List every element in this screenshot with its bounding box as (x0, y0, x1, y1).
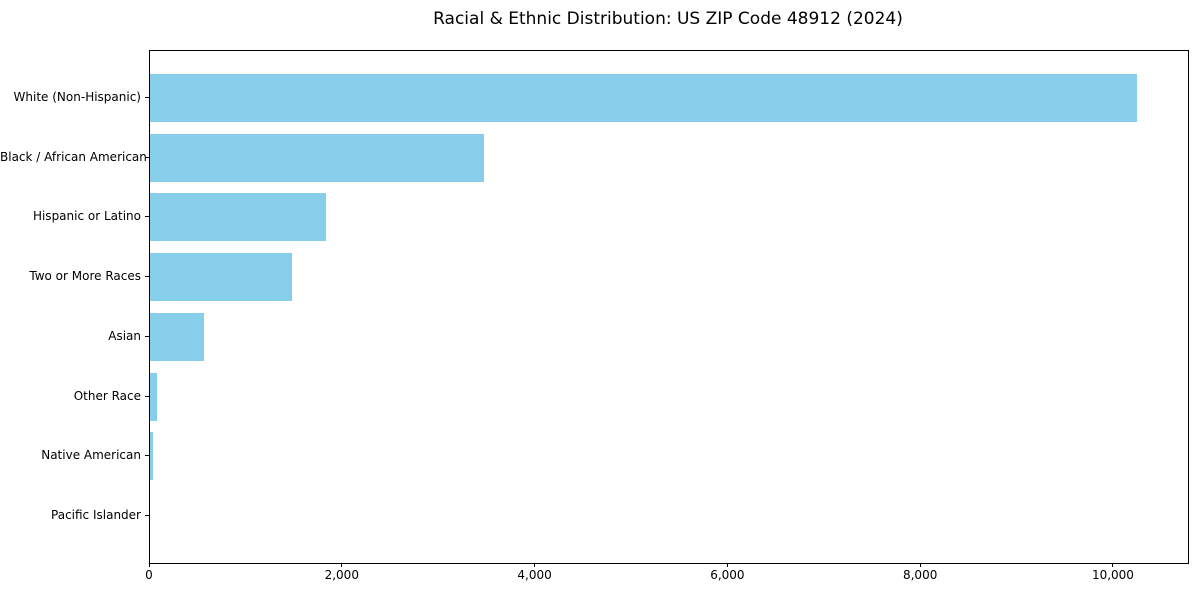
x-tick-label-2000: 2,000 (324, 568, 359, 582)
y-tick-mark (145, 156, 149, 158)
y-tick-label-white-non-hispanic: White (Non-Hispanic) (13, 90, 141, 104)
x-tick-label-0: 0 (145, 568, 153, 582)
y-tick-mark (145, 335, 149, 337)
bar-hispanic-or-latino (150, 193, 326, 242)
bar-two-or-more-races (150, 253, 292, 302)
bar-other-race (150, 372, 158, 421)
y-tick-label-hispanic-or-latino: Hispanic or Latino (32, 209, 141, 224)
bar-white-non-hispanic (150, 74, 1138, 122)
bar-native-american (150, 432, 153, 481)
y-tick-mark (145, 216, 149, 218)
y-tick-label-asian: Asian (108, 328, 141, 343)
y-tick-label-two-or-more-races: Two or More Races (29, 269, 141, 284)
x-tick-mark (726, 563, 728, 567)
x-tick-label-10000: 10,000 (1091, 568, 1134, 582)
chart-title: Racial & Ethnic Distribution: US ZIP Cod… (433, 9, 903, 29)
bar-asian (150, 312, 204, 361)
x-tick-mark (534, 563, 536, 567)
plot-area (149, 50, 1189, 564)
y-tick-mark (145, 455, 149, 457)
x-tick-label-8000: 8,000 (902, 568, 938, 582)
x-tick-mark (1112, 563, 1114, 567)
y-tick-mark (145, 514, 149, 516)
y-tick-label-native-american: Native American (41, 448, 141, 463)
y-tick-mark (145, 276, 149, 278)
y-tick-mark (145, 97, 149, 98)
y-tick-label-other-race: Other Race (73, 388, 141, 403)
x-tick-mark (341, 563, 343, 567)
x-tick-label-6000: 6,000 (710, 568, 745, 582)
y-tick-label-pacific-islander: Pacific Islander (51, 507, 141, 522)
bar-black-african-american (150, 133, 484, 182)
y-tick-label-black-african-american: Black / African American (0, 149, 147, 164)
x-tick-label-4000: 4,000 (517, 568, 552, 582)
x-tick-mark (919, 563, 921, 567)
x-tick-mark (148, 563, 150, 567)
y-tick-mark (145, 395, 149, 397)
